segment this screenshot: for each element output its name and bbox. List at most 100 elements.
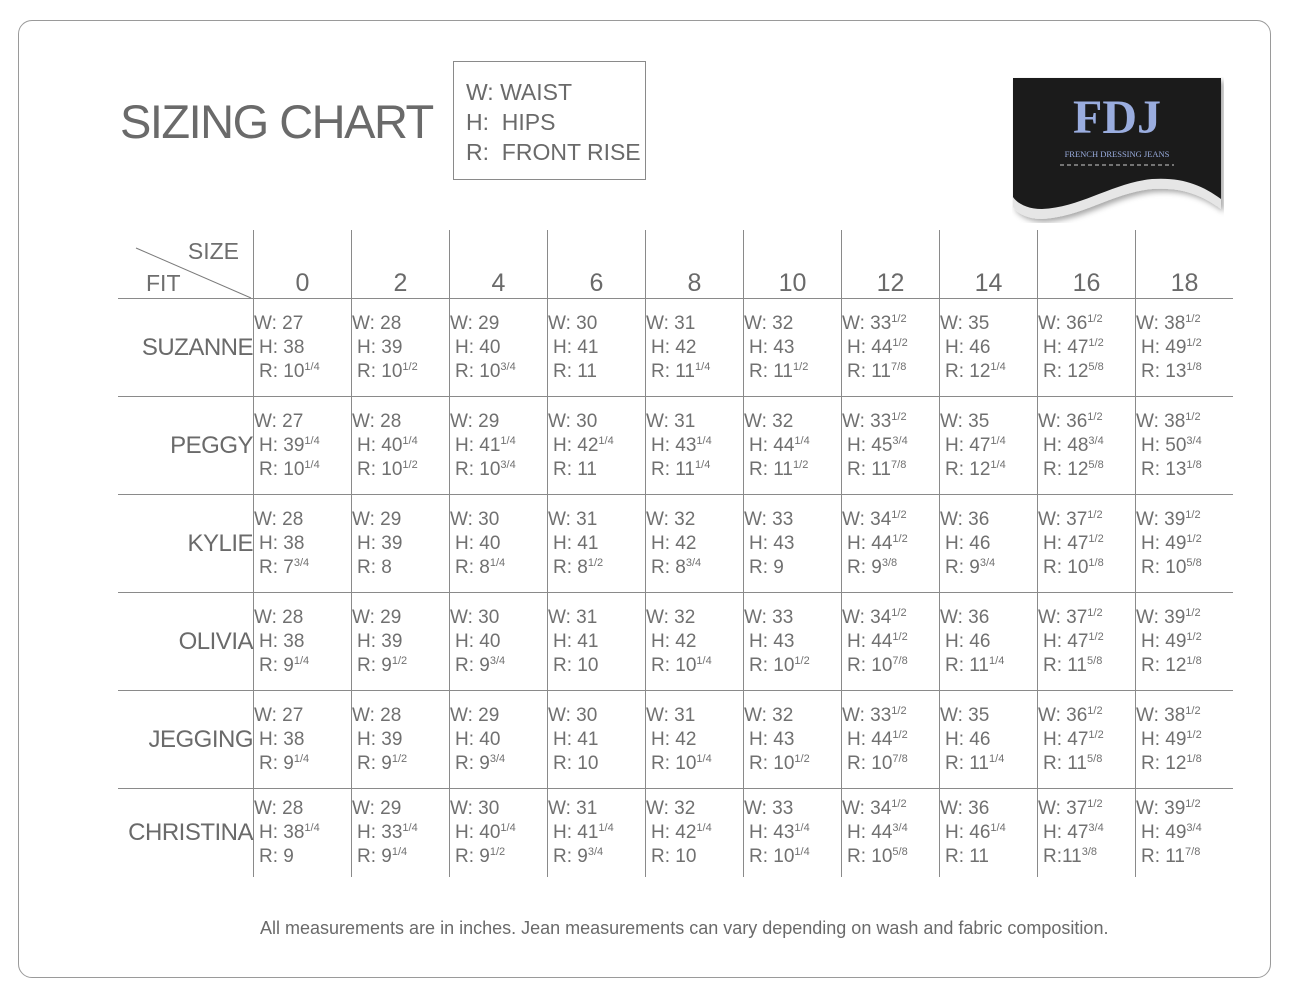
measurement-cell: W: 28 H: 39 R: 91/2 bbox=[351, 690, 450, 789]
measurement-whole: H: 41 bbox=[553, 630, 599, 652]
measurement-whole: R: 12 bbox=[1043, 360, 1089, 382]
logo-tagline: FRENCH DRESSING JEANS bbox=[1065, 149, 1170, 159]
rise-value: R: 117/8 bbox=[1136, 845, 1233, 869]
measurement-whole: W: 33 bbox=[744, 798, 794, 819]
measurement-whole: H: 46 bbox=[945, 336, 991, 358]
measurement-cell: W: 30 H: 40 R: 81/4 bbox=[449, 494, 548, 593]
measurement-cell: W: 35 H: 46 R: 111/4 bbox=[939, 690, 1038, 789]
fit-name: SUZANNE bbox=[118, 298, 254, 397]
page-title: SIZING CHART bbox=[120, 95, 434, 148]
measurement-whole: W: 31 bbox=[646, 312, 696, 334]
measurement-whole: W: 37 bbox=[1038, 606, 1088, 628]
measurement-whole: W: 28 bbox=[254, 606, 304, 628]
rise-value: R: 81/2 bbox=[548, 556, 645, 580]
measurement-whole: R: 11 bbox=[945, 846, 990, 867]
measurement-fraction: 1/2 bbox=[891, 508, 907, 521]
measurement-fraction: 1/4 bbox=[990, 434, 1006, 447]
waist-value: W: 28 bbox=[254, 606, 351, 630]
hips-value: H: 483/4 bbox=[1038, 434, 1135, 458]
measurement-whole: R: 11 bbox=[1141, 846, 1186, 867]
hips-value: H: 43 bbox=[744, 336, 841, 360]
measurement-whole: H: 49 bbox=[1141, 532, 1187, 554]
measurement-whole: H: 47 bbox=[1043, 822, 1089, 843]
measurement-whole: R: 9 bbox=[357, 752, 392, 774]
measurement-fraction: 1/2 bbox=[1087, 606, 1103, 619]
hips-value: H: 441/4 bbox=[744, 434, 841, 458]
rise-value: R: 91/4 bbox=[352, 845, 449, 869]
table-row: PEGGY W: 27 H: 391/4 R: 101/4 W: 28 H: 401/4 R… bbox=[118, 396, 1233, 495]
hips-value: H: 46 bbox=[940, 630, 1037, 654]
measurement-cell: W: 31 H: 41 R: 81/2 bbox=[547, 494, 646, 593]
measurement-fraction: 1/2 bbox=[391, 752, 408, 765]
waist-value: W: 30 bbox=[548, 704, 645, 728]
hips-value: H: 41 bbox=[548, 728, 645, 752]
measurement-whole: H: 42 bbox=[651, 728, 697, 750]
measurement-whole: R: 10 bbox=[357, 360, 403, 382]
legend-waist: W: WAIST bbox=[466, 79, 573, 105]
measurement-fraction: 1/4 bbox=[500, 434, 516, 447]
hips-value: H: 491/2 bbox=[1136, 728, 1233, 752]
hips-value: H: 40 bbox=[450, 728, 547, 752]
measurement-whole: H: 42 bbox=[651, 630, 697, 652]
waist-value: W: 36 bbox=[940, 606, 1037, 630]
size-header: 2 bbox=[351, 230, 450, 299]
measurement-cell: W: 32 H: 42 R: 101/4 bbox=[645, 592, 744, 691]
waist-value: W: 27 bbox=[254, 312, 351, 336]
rise-value: R: 101/4 bbox=[646, 654, 743, 678]
measurement-whole: R: 10 bbox=[553, 752, 599, 774]
measurement-cell: W: 29 H: 411/4 R: 103/4 bbox=[449, 396, 548, 495]
measurement-whole: R: 10 bbox=[455, 458, 501, 480]
measurement-fraction: 1/2 bbox=[1185, 704, 1201, 717]
rise-value: R: 81/4 bbox=[450, 556, 547, 580]
measurement-cell: W: 361/2 H: 483/4 R: 125/8 bbox=[1037, 396, 1136, 495]
measurement-whole: H: 49 bbox=[1141, 728, 1187, 750]
measurement-fraction: 5/8 bbox=[1087, 654, 1103, 667]
measurement-whole: H: 40 bbox=[455, 630, 501, 652]
measurement-cell: W: 32 H: 42 R: 83/4 bbox=[645, 494, 744, 593]
measurement-cell: W: 32 H: 421/4 R: 10 bbox=[645, 788, 744, 877]
measurement-whole: H: 40 bbox=[455, 822, 501, 843]
waist-value: W: 361/2 bbox=[1038, 410, 1135, 434]
measurement-whole: H: 49 bbox=[1141, 630, 1187, 652]
measurement-whole: W: 33 bbox=[842, 704, 892, 726]
hips-value: H: 41 bbox=[548, 336, 645, 360]
measurement-fraction: 1/4 bbox=[696, 434, 712, 447]
hips-value: H: 391/4 bbox=[254, 434, 351, 458]
measurement-whole: R: 9 bbox=[357, 846, 392, 867]
measurement-whole: W: 30 bbox=[548, 312, 598, 334]
measurement-whole: R: 11 bbox=[847, 458, 892, 480]
waist-value: W: 33 bbox=[744, 508, 841, 532]
measurement-whole: H: 46 bbox=[945, 728, 991, 750]
measurement-cell: W: 341/2 H: 441/2 R: 107/8 bbox=[841, 592, 940, 691]
fit-label: FIT bbox=[146, 270, 181, 296]
measurement-whole: W: 29 bbox=[352, 606, 402, 628]
waist-value: W: 31 bbox=[646, 704, 743, 728]
measurement-cell: W: 28 H: 381/4 R: 9 bbox=[253, 788, 352, 877]
rise-value: R: 117/8 bbox=[842, 360, 939, 384]
measurement-cell: W: 341/2 H: 443/4 R: 105/8 bbox=[841, 788, 940, 877]
measurement-whole: W: 28 bbox=[352, 704, 402, 726]
measurement-whole: W: 27 bbox=[254, 410, 304, 432]
measurement-whole: W: 27 bbox=[254, 704, 304, 726]
measurement-whole: H: 49 bbox=[1141, 822, 1187, 843]
measurement-cell: W: 31 H: 42 R: 101/4 bbox=[645, 690, 744, 789]
hips-value: H: 39 bbox=[352, 532, 449, 556]
rise-value: R: 105/8 bbox=[1136, 556, 1233, 580]
measurement-whole: R: 11 bbox=[553, 360, 598, 382]
measurement-cell: W: 361/2 H: 471/2 R: 125/8 bbox=[1037, 298, 1136, 397]
measurement-whole: W: 28 bbox=[352, 410, 402, 432]
measurement-whole: R: 10 bbox=[1141, 556, 1187, 578]
rise-value: R: 115/8 bbox=[1038, 654, 1135, 678]
waist-value: W: 30 bbox=[450, 797, 547, 821]
measurement-whole: R: 10 bbox=[259, 458, 305, 480]
waist-value: W: 28 bbox=[352, 704, 449, 728]
measurement-whole: H: 42 bbox=[651, 336, 697, 358]
hips-value: H: 421/4 bbox=[646, 821, 743, 845]
measurement-fraction: 1/2 bbox=[793, 458, 809, 471]
measurement-fraction: 1/2 bbox=[891, 312, 907, 325]
measurement-cell: W: 30 H: 401/4 R: 91/2 bbox=[449, 788, 548, 877]
measurement-whole: H: 45 bbox=[847, 434, 893, 456]
hips-value: H: 331/4 bbox=[352, 821, 449, 845]
measurement-fraction: 1/2 bbox=[1186, 532, 1202, 545]
hips-value: H: 38 bbox=[254, 532, 351, 556]
